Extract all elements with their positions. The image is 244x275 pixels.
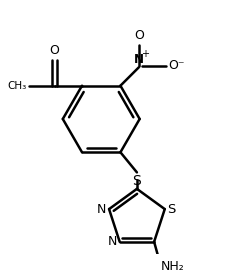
Text: O: O xyxy=(134,29,144,42)
Text: +: + xyxy=(141,49,149,59)
Text: CH₃: CH₃ xyxy=(8,81,27,91)
Text: N: N xyxy=(97,203,106,216)
Text: S: S xyxy=(167,203,176,216)
Text: O: O xyxy=(50,44,60,57)
Text: N: N xyxy=(108,235,117,248)
Text: N: N xyxy=(134,53,144,65)
Text: S: S xyxy=(132,174,141,188)
Text: NH₂: NH₂ xyxy=(161,260,184,273)
Text: O⁻: O⁻ xyxy=(168,59,184,72)
